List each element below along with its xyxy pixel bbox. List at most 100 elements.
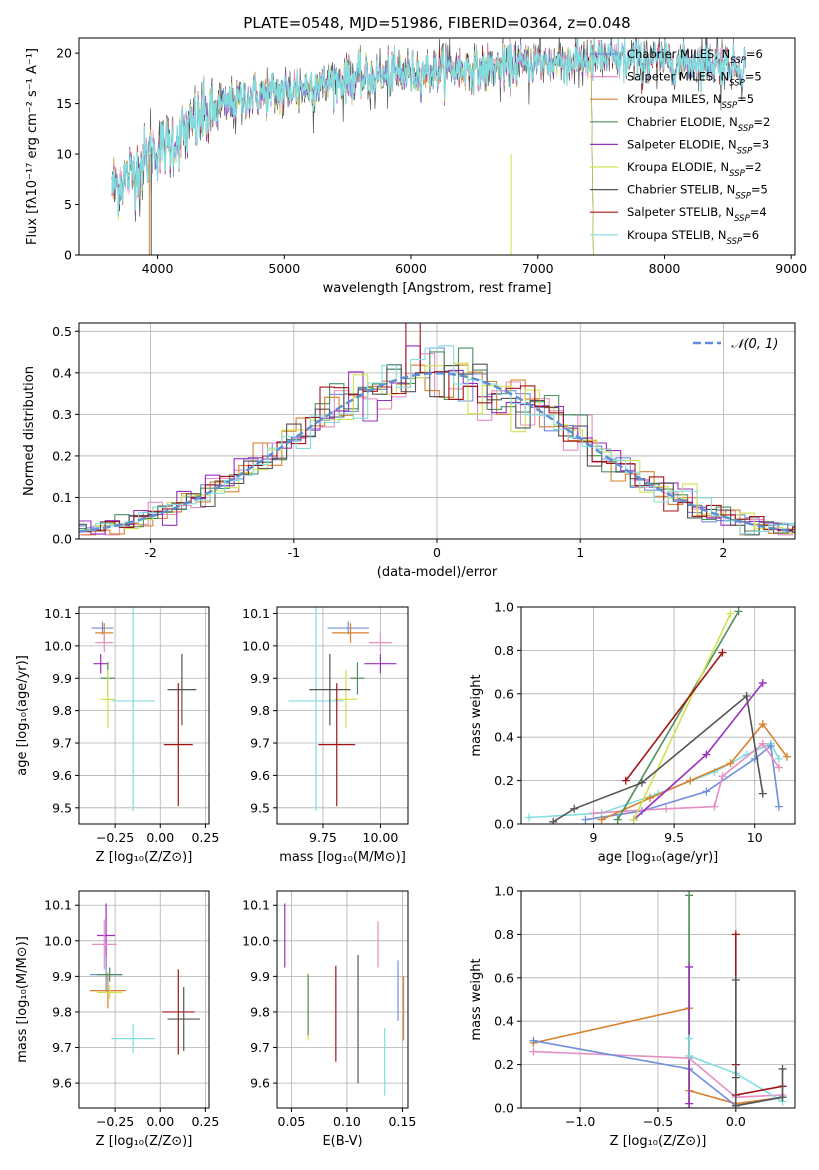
plot-area xyxy=(521,891,795,1108)
y-tick-label: 0 xyxy=(64,248,72,263)
plot-area xyxy=(521,607,795,824)
mass-vs-ebv-chart: 0.05 0.10 0.15 9.6 9.7 9.8 9.9 10.0 10.1 E(B-V) xyxy=(242,890,417,1149)
marker-kroupa_elodie xyxy=(629,815,638,824)
errorbar-chabrier_stelib xyxy=(167,987,200,1052)
errorbar-salpeter_elodie xyxy=(93,653,108,674)
y-tick-label: 9.9 xyxy=(52,671,72,686)
errorbar-salpeter_elodie xyxy=(364,653,397,674)
errorbar-chabrier_stelib xyxy=(167,653,197,726)
plot-area xyxy=(79,607,209,824)
x-tick-label: 9 xyxy=(590,830,598,845)
errorbar-kroupa_elodie xyxy=(100,670,116,729)
series-salpeter_miles xyxy=(589,739,783,818)
x-tick-label: 0.0 xyxy=(726,1114,746,1129)
y-axis-label: mass weight xyxy=(469,958,484,1040)
y-tick-label: 0.8 xyxy=(494,643,514,658)
x-ticks: −1.0 −0.5 0.0 xyxy=(565,1108,746,1129)
histogram-kroupa_miles xyxy=(81,364,795,536)
x-axis-label: (data-model)/error xyxy=(377,565,498,580)
marker-chabrier_stelib xyxy=(731,1101,740,1108)
x-tick-label: 0.25 xyxy=(191,1114,219,1129)
legend-label-kroupa_stelib: Kroupa STELIB, NSSP=6 xyxy=(627,228,759,247)
x-ticks: −0.25 0.00 0.25 xyxy=(96,824,219,845)
marker-kroupa_stelib xyxy=(685,1034,694,1043)
axes-frame xyxy=(276,606,409,825)
x-tick-label: 0 xyxy=(433,545,441,560)
age-vs-mass-chart: 9.75 10.00 9.5 9.6 9.7 9.8 9.9 10.0 10.1 mass [lo… xyxy=(242,606,409,865)
y-tick-label: 0.3 xyxy=(52,407,72,422)
line-salpeter_miles xyxy=(593,742,780,814)
y-tick-label: 0.2 xyxy=(494,1057,514,1072)
y-tick-label: 9.8 xyxy=(250,703,270,718)
axes-frame xyxy=(520,606,796,825)
marker-salpeter_miles xyxy=(710,802,719,811)
marker-chabrier_stelib xyxy=(778,1064,787,1073)
y-tick-label: 10.0 xyxy=(44,933,72,948)
y-axis-label: mass [log₁₀(M/M⊙)] xyxy=(15,936,30,1063)
errorbar-chabrier_stelib xyxy=(309,653,351,726)
x-tick-label: 2 xyxy=(719,545,727,560)
axes-frame xyxy=(520,890,796,1109)
line-chabrier_elodie xyxy=(617,610,740,821)
x-ticks: 0.05 0.10 0.15 xyxy=(278,1108,417,1129)
spectrum-line-kroupa_stelib xyxy=(111,38,747,216)
y-tick-label: 9.8 xyxy=(52,1004,72,1019)
marker-chabrier_elodie xyxy=(734,607,743,616)
marker-salpeter_miles xyxy=(718,772,727,781)
x-tick-label: 9000 xyxy=(775,261,807,276)
legend: Chabrier MILES, NSSP=6 Salpeter MILES, NS… xyxy=(590,47,770,247)
y-tick-label: 9.8 xyxy=(250,1004,270,1019)
y-ticks: 0.0 0.1 0.2 0.3 0.4 0.5 xyxy=(52,324,79,547)
legend-label-salpeter_elodie: Salpeter ELODIE, NSSP=3 xyxy=(627,137,769,156)
y-tick-label: 9.6 xyxy=(52,1076,72,1091)
legend-label-normal: 𝒩(0, 1) xyxy=(731,337,778,352)
marker-chabrier_miles xyxy=(766,741,775,750)
y-axis-label: age [log₁₀(age/yr)] xyxy=(15,655,30,776)
x-axis-label: Z [log₁₀(Z/Z⊙)] xyxy=(96,850,193,865)
histogram-kroupa_stelib xyxy=(81,345,795,535)
y-axis-label: Normed distribution xyxy=(22,366,37,496)
legend-label-kroupa_elodie: Kroupa ELODIE, NSSP=2 xyxy=(627,160,762,179)
legend-label-salpeter_stelib: Salpeter STELIB, NSSP=4 xyxy=(627,205,767,224)
series-chabrier_stelib xyxy=(731,975,787,1108)
axes-frame xyxy=(276,890,409,1109)
residuals-chart: -2 -1 0 1 2 0.0 0.1 0.2 0.3 0.4 0.5 (data-model)/er… xyxy=(22,322,796,580)
marker-salpeter_elodie xyxy=(685,962,694,971)
y-tick-label: 0.2 xyxy=(52,448,72,463)
marker-chabrier_stelib xyxy=(758,789,767,798)
marker-salpeter_miles xyxy=(774,763,783,772)
y-ticks: 9.5 9.6 9.7 9.8 9.9 10.0 10.1 xyxy=(242,606,277,815)
x-tick-label: 9.5 xyxy=(664,830,684,845)
x-ticks: −0.25 0.00 0.25 xyxy=(96,1108,219,1129)
y-ticks: 0.0 0.2 0.4 0.6 0.8 1.0 xyxy=(494,884,521,1116)
errorbar-kroupa_miles xyxy=(89,972,126,1009)
y-axis-label: mass weight xyxy=(469,674,484,756)
line-salpeter_stelib xyxy=(735,934,783,1096)
marker-kroupa_stelib xyxy=(525,813,534,822)
x-tick-label: 4000 xyxy=(142,261,174,276)
y-ticks: 0.0 0.2 0.4 0.6 0.8 1.0 xyxy=(494,600,521,832)
massweight-vs-age-chart: 9 9.5 10 0.0 0.2 0.4 0.6 0.8 1.0 age [log₁₀(age/y… xyxy=(469,600,796,865)
series-salpeter_stelib xyxy=(621,648,727,785)
legend-label-kroupa_miles: Kroupa MILES, NSSP=5 xyxy=(627,92,754,111)
x-axis-label: wavelength [Angstrom, rest frame] xyxy=(323,281,552,296)
legend-label-salpeter_miles: Salpeter MILES, NSSP=5 xyxy=(627,70,762,89)
axes-frame xyxy=(78,890,210,1109)
y-tick-label: 20 xyxy=(56,46,72,61)
marker-salpeter_elodie xyxy=(702,750,711,759)
series-chabrier_miles xyxy=(581,741,783,824)
y-tick-label: 9.6 xyxy=(250,1076,270,1091)
marker-kroupa_miles xyxy=(758,720,767,729)
histogram-chabrier_elodie xyxy=(79,347,795,533)
y-tick-label: 1.0 xyxy=(494,600,514,615)
y-tick-label: 10 xyxy=(56,147,72,162)
y-tick-label: 5 xyxy=(64,197,72,212)
line-salpeter_elodie xyxy=(633,682,764,821)
marker-chabrier_elodie xyxy=(685,891,694,900)
y-tick-label: 0.5 xyxy=(52,324,72,339)
marker-chabrier_stelib xyxy=(731,1073,740,1082)
x-ticks: 9 9.5 10 xyxy=(590,824,763,845)
x-tick-label: 0.10 xyxy=(333,1114,361,1129)
x-tick-label: −0.25 xyxy=(96,1114,134,1129)
x-tick-label: 0.15 xyxy=(389,1114,417,1129)
